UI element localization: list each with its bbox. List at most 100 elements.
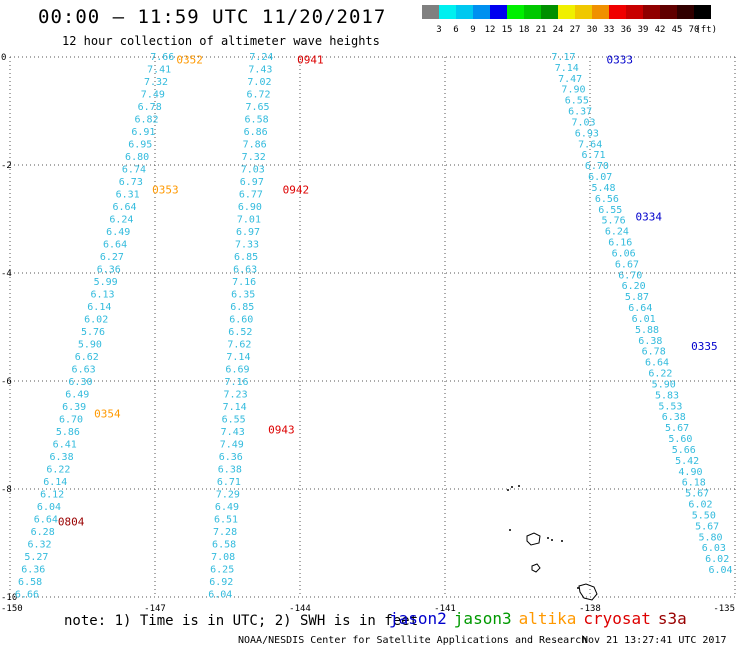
swh-value-jason2: 4.90 xyxy=(678,467,702,478)
colorbar-swatch xyxy=(541,5,558,19)
colorbar-tick-label: 36 xyxy=(621,25,632,35)
swh-value-altika: 6.95 xyxy=(128,139,152,150)
swh-value-altika: 6.27 xyxy=(100,252,124,263)
colorbar-tick-label: 30 xyxy=(587,25,598,35)
swh-value-cryosat: 6.58 xyxy=(212,539,236,550)
swh-value-altika: 6.91 xyxy=(131,127,155,138)
swh-value-jason2: 6.20 xyxy=(622,281,646,292)
data-points: 7.667.417.327.496.786.826.916.956.806.74… xyxy=(15,52,733,600)
swh-value-altika: 6.63 xyxy=(72,364,96,375)
swh-value-altika: 6.82 xyxy=(135,114,159,125)
swh-value-cryosat: 6.55 xyxy=(222,414,246,425)
legend-jason3: jason3 xyxy=(453,609,512,628)
footer-timestamp: Nov 21 13:27:41 UTC 2017 xyxy=(582,635,727,646)
swh-value-altika: 6.13 xyxy=(90,289,114,300)
swh-value-altika: 7.49 xyxy=(141,89,165,100)
colorbar-tick-label: 42 xyxy=(655,25,666,35)
swh-value-altika: 6.58 xyxy=(18,577,42,588)
colorbar-tick-label: 45 xyxy=(672,25,683,35)
swh-value-cryosat: 6.92 xyxy=(209,577,233,588)
swh-value-jason2: 6.38 xyxy=(662,412,686,423)
colorbar-swatch xyxy=(592,5,609,19)
swh-value-altika: 6.64 xyxy=(34,514,58,525)
swh-value-cryosat: 6.51 xyxy=(214,514,238,525)
x-tick-label: -138 xyxy=(579,604,601,612)
colorbar-swatch xyxy=(473,5,490,19)
swh-value-cryosat: 7.23 xyxy=(224,389,248,400)
pass-time-label: 0334 xyxy=(636,210,663,223)
swh-value-cryosat: 7.33 xyxy=(235,239,259,250)
colorbar-tick-label: 12 xyxy=(485,25,496,35)
swh-value-cryosat: 6.35 xyxy=(231,289,255,300)
swh-value-jason2: 6.07 xyxy=(588,172,612,183)
swh-value-altika: 6.41 xyxy=(53,439,77,450)
swh-value-altika: 6.80 xyxy=(125,152,149,163)
page-title: 00:00 – 11:59 UTC 11/20/2017 xyxy=(38,6,387,28)
swh-value-jason2: 7.03 xyxy=(571,117,595,128)
grid-lines xyxy=(9,56,736,598)
swh-value-altika: 6.36 xyxy=(97,264,121,275)
island-outline xyxy=(578,583,598,601)
swh-value-jason2: 6.16 xyxy=(608,238,632,249)
swh-value-jason2: 6.06 xyxy=(612,248,636,259)
swh-value-altika: 6.49 xyxy=(106,227,130,238)
x-tick-label: -147 xyxy=(144,604,166,612)
legend: jason2 jason3 altika cryosat s3a xyxy=(389,609,694,628)
colorbar-tick-label: 15 xyxy=(502,25,513,35)
y-tick-label: 0 xyxy=(1,53,6,63)
colorbar-swatch xyxy=(490,5,507,19)
pass-time-label: 0352 xyxy=(176,54,203,67)
swh-value-jason2: 5.76 xyxy=(602,216,626,227)
legend-cryosat: cryosat xyxy=(583,609,651,628)
legend-s3a: s3a xyxy=(657,609,687,628)
swh-value-altika: 6.39 xyxy=(62,402,86,413)
swh-value-jason2: 6.93 xyxy=(575,128,599,139)
swh-value-altika: 6.73 xyxy=(119,177,143,188)
island-outline xyxy=(526,532,541,546)
pass-time-label: 0333 xyxy=(607,54,634,67)
pass-time-label: 0353 xyxy=(152,183,179,196)
swh-value-cryosat: 6.85 xyxy=(230,302,254,313)
swh-value-jason2: 6.78 xyxy=(642,347,666,358)
swh-value-cryosat: 6.04 xyxy=(208,589,232,600)
y-tick-label: -4 xyxy=(1,269,12,279)
colorbar-swatch xyxy=(626,5,643,19)
swh-value-altika: 7.66 xyxy=(150,52,174,63)
y-tick-label: -10 xyxy=(1,593,17,603)
pass-time-label: 0942 xyxy=(283,183,310,196)
swh-value-jason2: 6.56 xyxy=(595,194,619,205)
swh-value-jason2: 5.66 xyxy=(672,445,696,456)
swh-value-jason2: 5.60 xyxy=(668,434,692,445)
swh-value-altika: 7.32 xyxy=(144,77,168,88)
colorbar-tick-label: 33 xyxy=(604,25,615,35)
swh-value-jason2: 6.55 xyxy=(565,96,589,107)
island-dot xyxy=(509,529,511,531)
colorbar-swatch xyxy=(609,5,626,19)
swh-value-altika: 5.99 xyxy=(94,277,118,288)
swh-value-cryosat: 6.60 xyxy=(229,314,253,325)
swh-value-cryosat: 6.49 xyxy=(215,502,239,513)
swh-value-altika: 6.74 xyxy=(122,164,146,175)
colorbar-swatch xyxy=(456,5,473,19)
swh-value-altika: 6.04 xyxy=(37,502,61,513)
swh-value-jason2: 7.14 xyxy=(555,63,579,74)
swh-value-cryosat: 7.86 xyxy=(243,139,267,150)
island-dot xyxy=(507,489,509,491)
swh-value-cryosat: 6.25 xyxy=(210,564,234,575)
colorbar-swatch xyxy=(524,5,541,19)
colorbar-tick-label: 21 xyxy=(536,25,547,35)
swh-value-cryosat: 7.43 xyxy=(221,427,245,438)
swh-value-cryosat: 7.32 xyxy=(242,152,266,163)
island-dot xyxy=(518,485,520,487)
color-scale: 3 6 9 12 15 18 21 24 27 30 33 36 39 42 45 70(ft) xyxy=(422,5,717,35)
swh-value-cryosat: 7.65 xyxy=(246,102,270,113)
colorbar-tick-label: 27 xyxy=(570,25,581,35)
swh-value-cryosat: 6.97 xyxy=(236,227,260,238)
swh-value-altika: 6.49 xyxy=(65,389,89,400)
swh-value-cryosat: 7.43 xyxy=(248,64,272,75)
time-labels: 0352 0353 0354 0804 0941 0942 0943 0333 0334 0335 xyxy=(58,54,718,529)
swh-value-cryosat: 7.24 xyxy=(249,52,273,63)
colorbar-swatch xyxy=(660,5,677,19)
swh-value-jason2: 6.04 xyxy=(708,565,732,576)
colorbar-tick-label: 18 xyxy=(519,25,530,35)
